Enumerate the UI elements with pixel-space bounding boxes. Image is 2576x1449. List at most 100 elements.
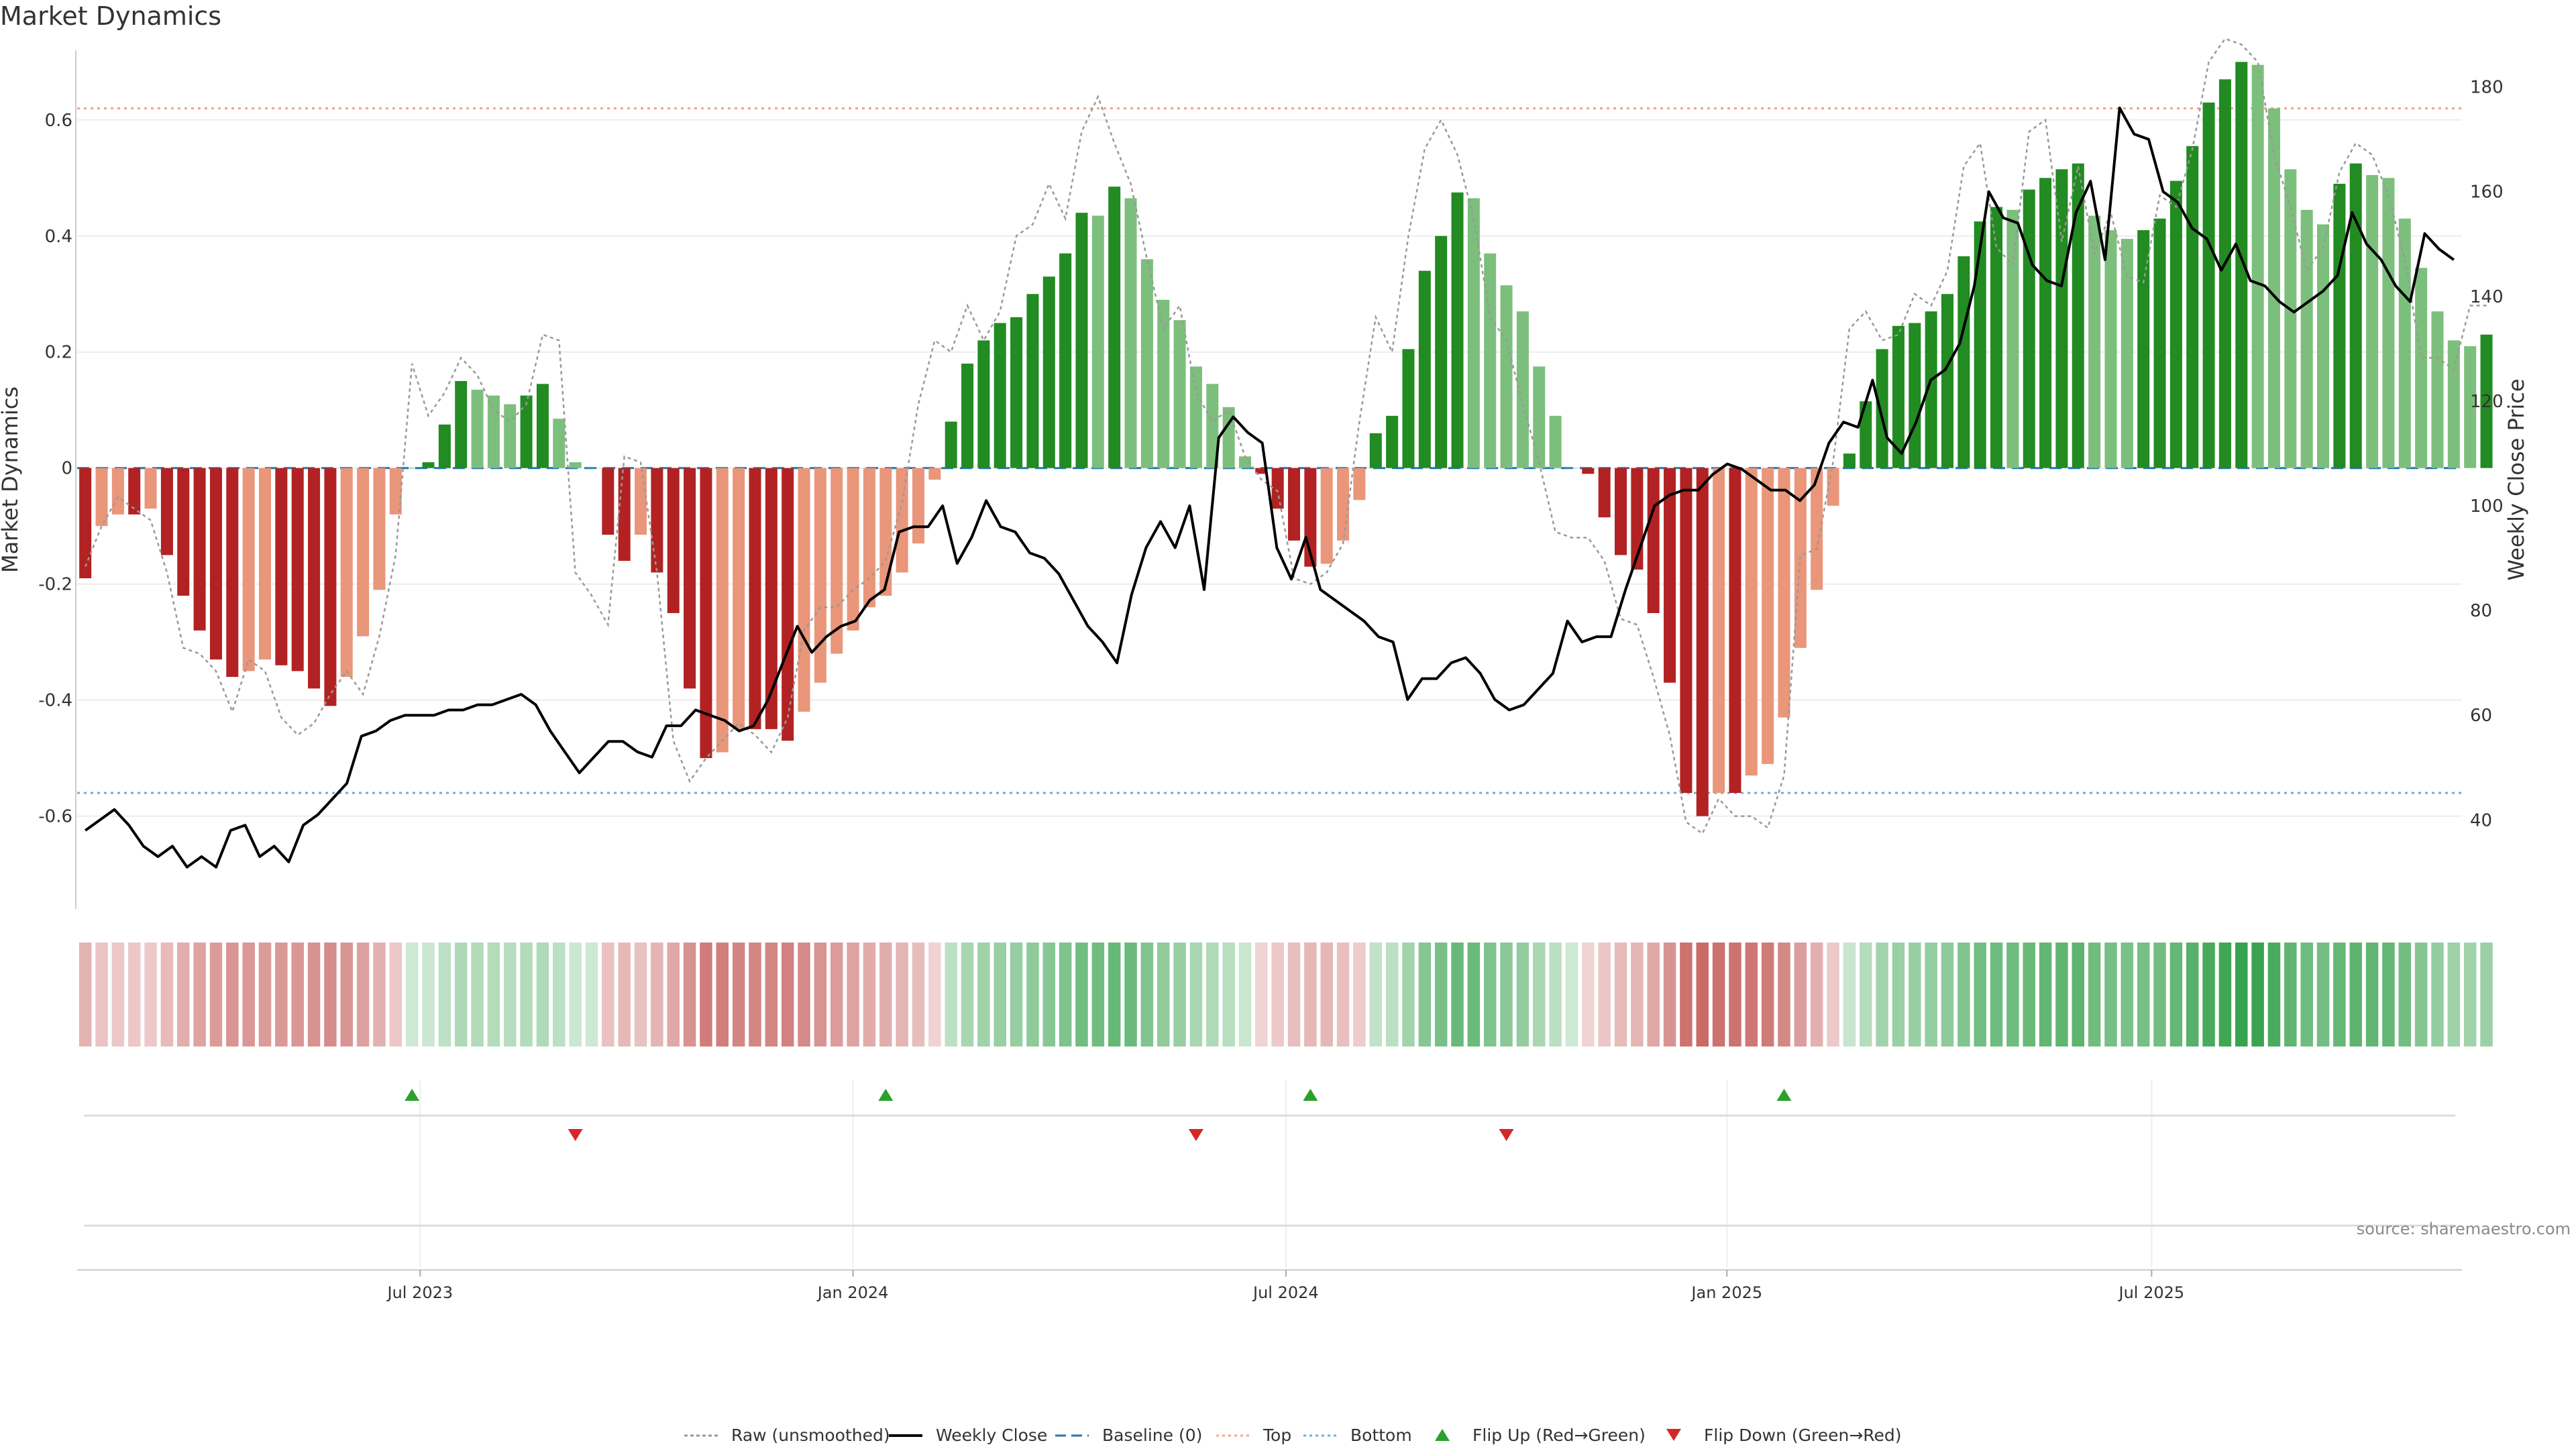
dynamics-bar [111, 468, 124, 515]
dynamics-bar [520, 395, 533, 468]
heat-cell [242, 943, 255, 1046]
heat-cell [193, 943, 206, 1046]
x-tick-label: Jul 2023 [386, 1283, 453, 1302]
dynamics-bar [95, 468, 108, 527]
heat-cell [912, 943, 925, 1046]
dynamics-bar [1762, 468, 1774, 764]
dynamics-bar [1860, 401, 1872, 468]
heat-cell [1091, 943, 1105, 1046]
heat-cell [585, 943, 598, 1046]
heat-cell [1745, 943, 1758, 1046]
dynamics-bar [553, 419, 566, 468]
heat-cell [2235, 943, 2248, 1046]
right-tick-label: 180 [2470, 78, 2504, 98]
legend-label: Bottom [1350, 1426, 1412, 1445]
right-tick-label: 100 [2470, 496, 2504, 517]
heat-cell [716, 943, 729, 1046]
heat-cell [765, 943, 778, 1046]
heat-cell [2088, 943, 2101, 1046]
heat-cell [1026, 943, 1039, 1046]
dynamics-bar [1990, 207, 2003, 468]
dynamics-bar [275, 468, 288, 665]
legend-item-raw: Raw (unsmoothed) [684, 1426, 890, 1445]
dynamics-bar [635, 468, 647, 535]
dynamics-bar [1238, 456, 1251, 468]
x-tick-label: Jan 2024 [816, 1283, 889, 1302]
legend-item-flip-down: Flip Down (Green→Red) [1666, 1426, 1902, 1445]
heat-cell [553, 943, 566, 1046]
dynamics-bar [782, 468, 794, 741]
dynamics-bar [1206, 384, 1219, 468]
dynamics-bar [340, 468, 353, 678]
reference-lines [77, 107, 2462, 794]
heat-cell [977, 943, 990, 1046]
dynamics-bar [1957, 256, 1970, 468]
dynamics-bar [1500, 285, 1513, 468]
dynamics-bar [961, 364, 974, 468]
heat-cell [2284, 943, 2297, 1046]
heat-cell [1859, 943, 1872, 1046]
heat-cell [1549, 943, 1562, 1046]
heat-cell [1369, 943, 1383, 1046]
dynamics-bar [602, 468, 614, 535]
heat-cell [2121, 943, 2134, 1046]
heat-cell [226, 943, 239, 1046]
dynamics-bar [1778, 468, 1790, 718]
legend-label: Weekly Close [936, 1426, 1047, 1445]
flip-up-marker [1303, 1089, 1318, 1101]
dynamics-bar [1892, 325, 1904, 468]
heat-cell [2023, 943, 2035, 1046]
dynamics-bar [1664, 468, 1676, 683]
heat-cell [1974, 943, 1986, 1046]
source-label: source: sharemaestro.com [2357, 1220, 2571, 1238]
heat-cell [847, 943, 859, 1046]
x-tick-label: Jan 2025 [1690, 1283, 1762, 1302]
heat-cell [1647, 943, 1660, 1046]
heat-cell [177, 943, 190, 1046]
heat-cell [1696, 943, 1709, 1046]
heat-cell [651, 943, 663, 1046]
dynamics-bar [455, 380, 468, 468]
left-tick-label: 0 [61, 459, 72, 479]
heat-cell [1712, 943, 1725, 1046]
heat-cell [1500, 943, 1513, 1046]
dynamics-bar [2300, 209, 2313, 468]
heat-cell [961, 943, 974, 1046]
heat-cell [1729, 943, 1741, 1046]
dynamics-bar [2006, 209, 2019, 468]
dynamics-bar [1696, 468, 1709, 816]
dynamics-bars [79, 62, 2493, 816]
dynamics-bar [2202, 102, 2215, 468]
heat-cell [1533, 943, 1546, 1046]
heat-cell [2267, 943, 2281, 1046]
heat-cell [2414, 943, 2428, 1046]
heat-cell [1565, 943, 1578, 1046]
dynamics-bar [1533, 366, 1546, 468]
dynamics-bar [733, 468, 745, 729]
heat-cell [1663, 943, 1676, 1046]
legend-item-bottom: Bottom [1303, 1426, 1412, 1445]
heat-cell [1990, 943, 2003, 1046]
dynamics-bar [928, 468, 941, 480]
dynamics-bar [1189, 366, 1202, 468]
legend-label: Raw (unsmoothed) [731, 1426, 890, 1445]
heat-cell [2104, 943, 2117, 1046]
heat-cell [422, 943, 435, 1046]
heat-cell [2186, 943, 2199, 1046]
y-axis-left-label: Market Dynamics [0, 386, 23, 573]
heat-cell [389, 943, 402, 1046]
dynamics-bar [1451, 192, 1464, 468]
heat-cell [454, 943, 468, 1046]
flip-down-marker [1188, 1129, 1203, 1141]
heat-cell [1810, 943, 1823, 1046]
heat-cell [667, 943, 680, 1046]
heat-cell [258, 943, 272, 1046]
heat-cell [1353, 943, 1366, 1046]
heat-cell [405, 943, 419, 1046]
dynamics-bar [308, 468, 321, 689]
heat-cell [1173, 943, 1186, 1046]
heat-cell [1761, 943, 1774, 1046]
dynamics-bar [1729, 468, 1741, 794]
dynamics-bar [1582, 468, 1595, 474]
left-tick-label: 0.6 [45, 111, 72, 131]
